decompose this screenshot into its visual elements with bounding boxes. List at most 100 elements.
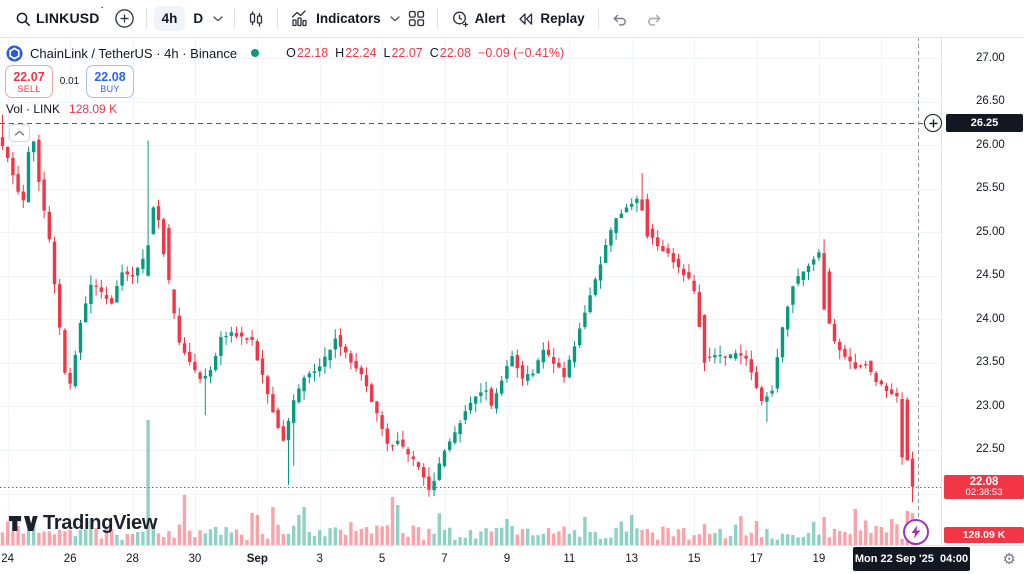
tradingview-mark-icon: [8, 514, 38, 533]
redo-arrow-icon: [646, 12, 663, 26]
time-tick-label: 19: [812, 553, 826, 565]
alert-clock-icon: [451, 10, 469, 28]
symbol-legend: ChainLink / TetherUS · 4h · Binance O 22.…: [6, 45, 564, 61]
interval-4h-button[interactable]: 4h: [153, 6, 186, 31]
market-status-dot[interactable]: [251, 49, 260, 57]
spread-value: 0.01: [59, 76, 80, 87]
time-tick-label: 17: [750, 553, 763, 565]
price-tick-label: 26.50: [976, 95, 1005, 108]
candlestick-chart-icon: [247, 10, 265, 28]
ohlc-open-value: 22.18: [296, 46, 329, 60]
candlestick-chart-canvas[interactable]: [0, 37, 941, 545]
current-bar-time-badge: Mon 22 Sep '25 04:00: [853, 547, 970, 571]
pane-collapse-button[interactable]: [9, 124, 30, 142]
price-tick-label: 23.00: [976, 399, 1005, 412]
buy-label: BUY: [100, 83, 120, 94]
time-tick-label: 11: [563, 553, 576, 565]
indicators-menu-button[interactable]: [387, 5, 403, 33]
toolbar-separator: [277, 7, 279, 30]
chevron-down-icon: [213, 15, 223, 22]
undo-arrow-icon: [611, 12, 628, 26]
symbol-flag: ˙: [100, 5, 104, 16]
ohlc-low-label: L: [383, 46, 391, 60]
time-axis[interactable]: Mon 22 Sep '25 04:00 ⚙ 24 26 28 30 Sep 3 5 7 9 11…: [0, 545, 1024, 574]
price-tick-label: 25.00: [976, 225, 1005, 238]
ohlc-high-label: H: [335, 46, 345, 60]
top-toolbar: LINKUSD˙ 4h D: [0, 0, 1024, 38]
tradingview-wordmark: TradingView: [43, 512, 158, 534]
toolbar-separator: [234, 7, 236, 30]
ohlc-values: O 22.18 H 22.24 L 22.07 C 22.08 −0.09 (−0.41…: [279, 46, 564, 60]
lightning-bolt-icon: [910, 525, 922, 539]
alert-price-badge: 26.25: [946, 114, 1023, 133]
time-tick-label: 30: [188, 553, 202, 565]
volume-axis-badge: 128.09 K: [944, 527, 1024, 543]
interval-daily-button[interactable]: D: [193, 11, 204, 26]
price-alert-row: 26.25: [924, 114, 1023, 133]
price-tick-label: 27.00: [976, 51, 1005, 64]
time-tick-label: 28: [126, 553, 139, 565]
add-alert-plus-icon[interactable]: [924, 114, 942, 133]
symbol-pair-title[interactable]: ChainLink / TetherUS · 4h · Binance: [30, 45, 238, 61]
last-price-badge: 22.08 02:38:53: [944, 475, 1024, 500]
buy-button[interactable]: 22.08 BUY: [86, 65, 134, 98]
symbol-search-button[interactable]: LINKUSD˙: [9, 5, 110, 33]
buy-price: 22.08: [94, 69, 126, 84]
time-tick-label: Sep: [246, 553, 268, 565]
volume-legend: Vol · LINK 128.09 K: [6, 102, 117, 116]
layout-grid-button[interactable]: [403, 5, 430, 33]
replay-button[interactable]: Replay: [511, 5, 590, 33]
chainlink-logo-icon: [6, 45, 23, 62]
price-tick-label: 22.50: [976, 443, 1005, 456]
chevron-down-icon: [389, 15, 400, 22]
tradingview-logo[interactable]: TradingView: [8, 512, 157, 535]
price-tick-label: 23.50: [976, 356, 1005, 369]
sell-label: SELL: [17, 83, 41, 94]
price-axis[interactable]: 26.25 22.08 02:38:53 128.09 K 27.00 26.50…: [924, 37, 1024, 545]
last-price-value: 22.08: [969, 476, 999, 489]
chart-type-button[interactable]: [242, 5, 270, 33]
price-tick-label: 24.00: [976, 312, 1005, 325]
indicators-button[interactable]: Indicators: [285, 5, 387, 33]
indicators-icon: [291, 10, 310, 27]
replay-rewind-icon: [517, 12, 534, 26]
time-tick-label: 13: [625, 553, 639, 565]
ohlc-close-value: 22.08: [439, 46, 472, 60]
time-tick-label: 9: [503, 553, 511, 565]
toolbar-separator: [145, 7, 147, 30]
symbol-label: LINKUSD˙: [36, 5, 104, 26]
compare-add-symbol-button[interactable]: [110, 5, 139, 33]
trade-panel: 22.07 SELL 0.01 22.08 BUY: [5, 65, 134, 98]
toolbar-separator: [597, 7, 599, 30]
interval-menu-button[interactable]: [209, 5, 227, 33]
price-tick-label: 24.50: [976, 269, 1005, 282]
grid-layout-icon: [408, 10, 425, 27]
ohlc-close-label: C: [429, 46, 439, 60]
price-change: −0.09 (−0.41%): [478, 46, 565, 60]
plus-circle-icon: [114, 8, 135, 29]
time-tick-label: 5: [378, 553, 386, 565]
time-tick-label: 26: [63, 553, 77, 565]
axis-settings-gear-icon[interactable]: ⚙: [1002, 551, 1016, 568]
toolbar-separator: [436, 7, 438, 30]
ohlc-high-value: 22.24: [345, 46, 377, 60]
undo-button[interactable]: [606, 5, 633, 33]
chevron-up-icon: [14, 130, 25, 136]
redo-button[interactable]: [641, 5, 668, 33]
ohlc-open-label: O: [286, 46, 296, 60]
sell-price: 22.07: [13, 69, 45, 84]
time-tick-label: 24: [1, 553, 15, 565]
search-icon: [15, 11, 31, 27]
alert-button[interactable]: Alert: [445, 5, 512, 33]
time-tick-label: 15: [687, 553, 701, 565]
volume-value: 128.09 K: [69, 102, 118, 116]
time-tick-label: 3: [316, 553, 323, 565]
price-tick-label: 26.00: [976, 138, 1005, 151]
ohlc-low-value: 22.07: [391, 46, 423, 60]
instant-trade-lightning-button[interactable]: [903, 519, 929, 545]
sell-button[interactable]: 22.07 SELL: [5, 65, 53, 98]
volume-label[interactable]: Vol · LINK: [6, 102, 61, 116]
time-tick-label: 7: [441, 553, 448, 565]
price-tick-label: 25.50: [976, 182, 1005, 195]
